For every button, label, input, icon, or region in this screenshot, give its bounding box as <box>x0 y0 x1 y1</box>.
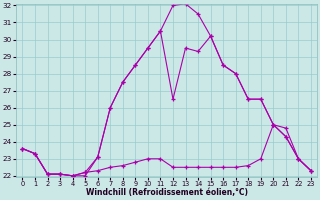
X-axis label: Windchill (Refroidissement éolien,°C): Windchill (Refroidissement éolien,°C) <box>86 188 248 197</box>
